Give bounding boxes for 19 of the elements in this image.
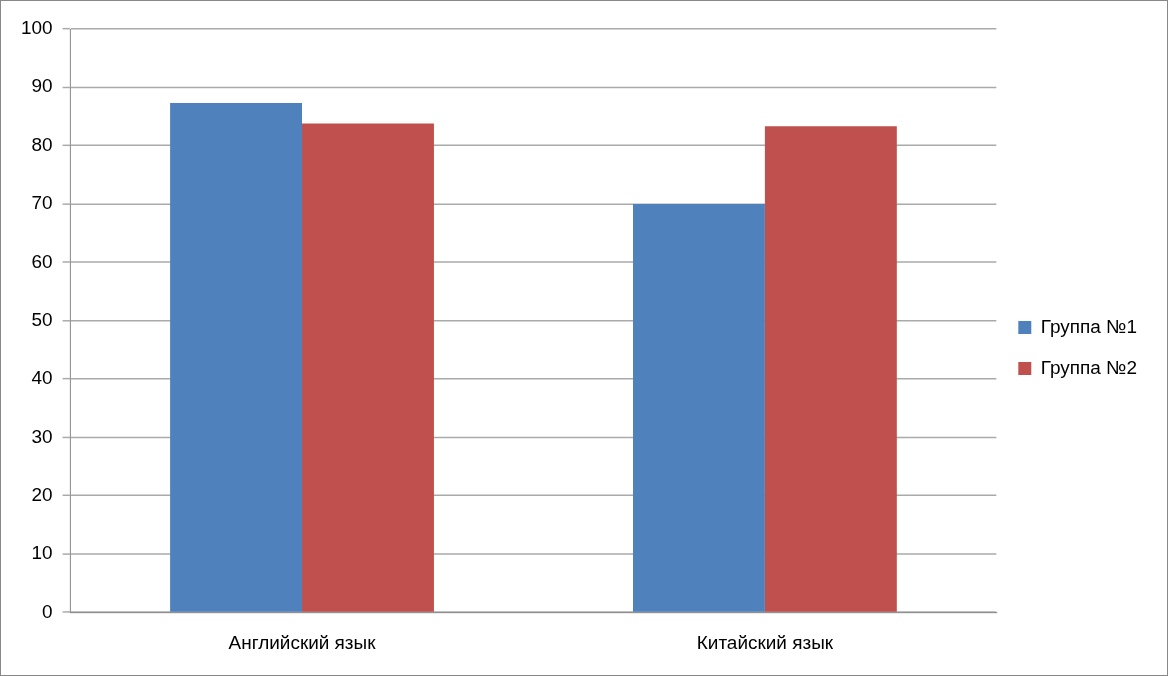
bar [302, 123, 434, 612]
legend-label: Группа №1 [1040, 315, 1137, 337]
y-tick-label: 80 [31, 133, 53, 155]
y-tick-label: 100 [20, 17, 53, 39]
bar [170, 103, 303, 612]
y-tick-label: 40 [31, 367, 53, 389]
y-tick-label: 10 [31, 542, 53, 564]
y-tick-label: 50 [31, 308, 53, 330]
y-tick-label: 20 [31, 483, 53, 505]
bar [632, 203, 765, 612]
y-tick-label: 70 [31, 192, 53, 214]
bar [764, 126, 897, 612]
y-tick-label: 60 [31, 250, 53, 272]
y-tick-label: 0 [42, 600, 53, 622]
y-tick-label: 30 [31, 425, 53, 447]
x-tick-label: Английский язык [228, 631, 377, 653]
x-tick-label: Китайский язык [696, 631, 834, 653]
y-tick-label: 90 [31, 75, 53, 97]
legend-label: Группа №2 [1040, 356, 1137, 378]
